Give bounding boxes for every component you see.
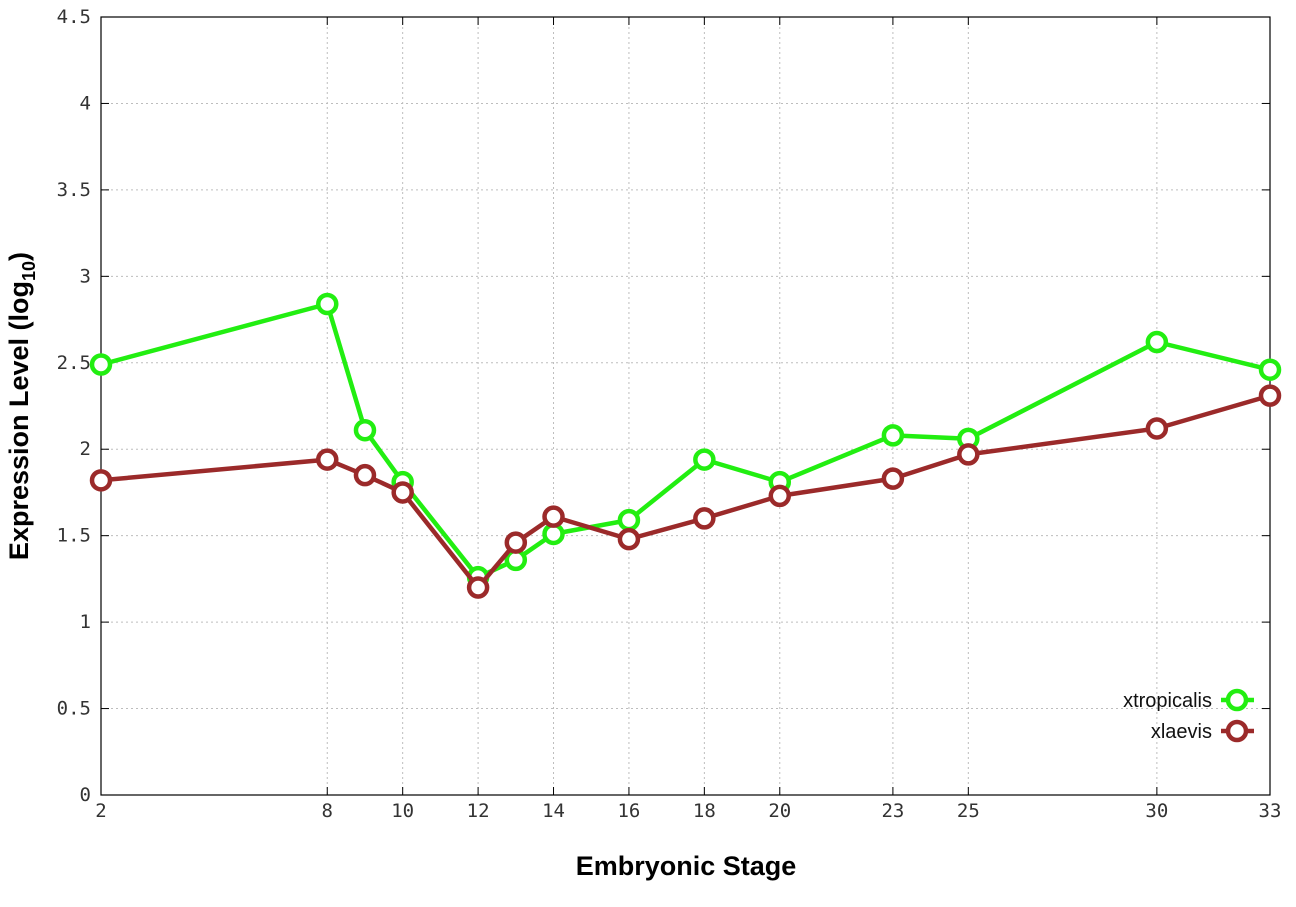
x-axis-title: Embryonic Stage <box>576 851 797 881</box>
data-point-xlaevis <box>391 481 414 504</box>
series-xlaevis <box>89 384 1282 599</box>
y-axis-title: Expression Level (log10) <box>4 252 39 560</box>
y-tick-label: 3.5 <box>57 179 91 201</box>
x-tick-label: 33 <box>1259 800 1282 822</box>
data-point-xlaevis <box>957 443 980 466</box>
legend-marker-xlaevis <box>1225 719 1249 743</box>
y-tick-label: 1 <box>80 611 91 633</box>
x-tick-label: 25 <box>957 800 980 822</box>
x-tick-label: 16 <box>617 800 640 822</box>
x-tick-label: 18 <box>693 800 716 822</box>
data-point-xlaevis <box>466 576 490 599</box>
data-point-xtropicalis <box>693 448 716 471</box>
series-xtropicalis <box>89 292 1282 589</box>
data-point-xlaevis <box>1145 417 1169 440</box>
plot-frame <box>100 16 1271 796</box>
x-tick-label: 23 <box>881 800 904 822</box>
data-point-xtropicalis <box>1258 358 1282 381</box>
data-point-xlaevis <box>1258 384 1282 407</box>
axis-ticks: 0 0.5 1 1.5 2 2.5 3 3.5 4 4.5 2 8 10 12 14 16 18 20 23 25 30… <box>57 6 1282 822</box>
y-tick-label: 4.5 <box>57 6 91 28</box>
y-tick-label: 4 <box>80 92 91 114</box>
data-point-xtropicalis <box>353 418 377 442</box>
x-tick-label: 30 <box>1145 800 1168 822</box>
legend: xtropicalis xlaevis <box>1123 688 1254 743</box>
series-line-xlaevis <box>100 393 1271 590</box>
x-tick-label: 10 <box>391 800 414 822</box>
data-point-xlaevis <box>542 505 565 528</box>
x-tick-label: 12 <box>467 800 490 822</box>
data-point-xlaevis <box>316 448 339 471</box>
y-tick-label: 2.5 <box>57 352 91 374</box>
data-point-xlaevis <box>504 531 528 554</box>
y-axis-title-main: Expression Level (log <box>4 281 34 560</box>
y-tick-label: 0 <box>80 784 91 806</box>
y-tick-label: 0.5 <box>57 698 91 720</box>
x-tick-label: 14 <box>542 800 565 822</box>
data-point-xtropicalis <box>89 353 113 376</box>
legend-label-xlaevis: xlaevis <box>1151 721 1212 743</box>
data-point-xlaevis <box>881 467 905 490</box>
series-layer <box>89 292 1282 599</box>
data-point-xtropicalis <box>617 508 641 532</box>
x-tick-label: 2 <box>95 800 106 822</box>
legend-marker-xtropicalis <box>1225 688 1249 712</box>
data-point-xtropicalis <box>1145 330 1169 354</box>
y-axis-title-subscript: 10 <box>19 261 39 281</box>
y-axis-title-close: ) <box>4 252 34 261</box>
y-tick-label: 3 <box>80 265 91 287</box>
data-point-xlaevis <box>768 484 792 508</box>
data-point-xtropicalis <box>316 292 339 316</box>
data-point-xlaevis <box>89 469 113 492</box>
x-tick-label: 8 <box>322 800 333 822</box>
data-point-xlaevis <box>617 527 641 551</box>
y-tick-label: 2 <box>80 438 91 460</box>
series-line-xtropicalis <box>100 301 1271 580</box>
y-tick-label: 1.5 <box>57 525 91 547</box>
data-point-xlaevis <box>353 463 377 487</box>
x-tick-label: 20 <box>768 800 791 822</box>
data-point-xlaevis <box>693 507 716 530</box>
data-point-xtropicalis <box>881 424 905 447</box>
grid <box>101 17 1270 795</box>
legend-label-xtropicalis: xtropicalis <box>1123 690 1212 712</box>
